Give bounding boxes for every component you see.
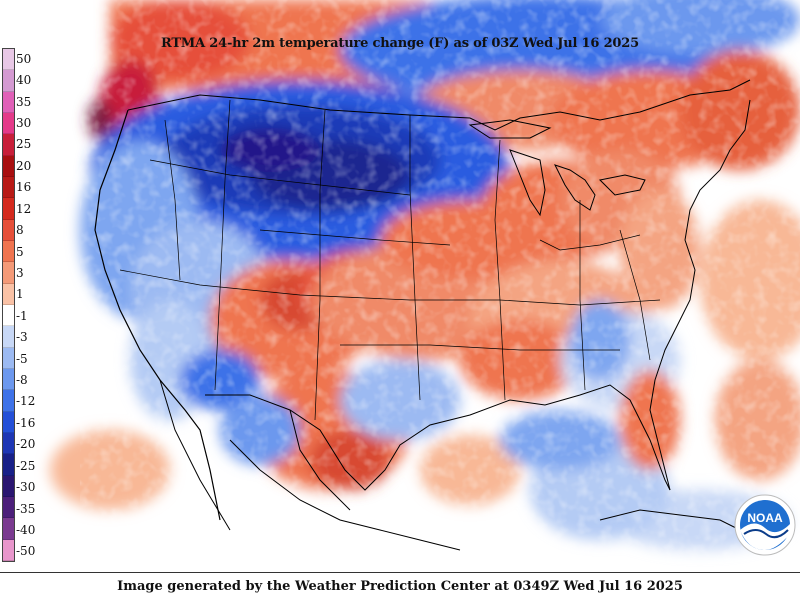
legend-swatch bbox=[3, 411, 14, 433]
legend-labels: 50 40 35 30 25 20 16 12 8 5 3 1 -1 -3 -5 -8 -12 -16 -20 -25… bbox=[16, 48, 46, 562]
legend-swatch bbox=[3, 198, 14, 220]
legend-swatch bbox=[3, 219, 14, 241]
legend-swatch bbox=[3, 240, 14, 263]
legend-label: -40 bbox=[16, 522, 36, 537]
legend-swatch bbox=[3, 283, 14, 305]
state-lines bbox=[119, 99, 661, 421]
legend-label: -50 bbox=[16, 544, 36, 559]
legend-swatch bbox=[3, 539, 14, 561]
legend-label: -1 bbox=[16, 308, 28, 323]
legend-label: -30 bbox=[16, 480, 36, 495]
legend-label: 30 bbox=[16, 115, 32, 130]
legend-label: 5 bbox=[16, 244, 24, 259]
legend-label: -35 bbox=[16, 501, 36, 516]
legend-swatch bbox=[3, 390, 14, 412]
legend-swatch bbox=[3, 49, 14, 71]
logo-text: NOAA bbox=[747, 511, 783, 525]
legend-swatch bbox=[3, 518, 14, 540]
legend-swatch bbox=[3, 262, 14, 284]
legend-swatch bbox=[3, 496, 14, 519]
legend-label: -3 bbox=[16, 330, 28, 345]
legend-swatch bbox=[3, 112, 14, 135]
legend-label: -8 bbox=[16, 373, 28, 388]
legend-label: -20 bbox=[16, 437, 36, 452]
legend-label: -16 bbox=[16, 415, 36, 430]
legend-label: 16 bbox=[16, 180, 32, 195]
color-legend bbox=[2, 48, 15, 562]
legend-swatch bbox=[3, 134, 14, 156]
boundaries bbox=[94, 79, 751, 551]
legend-label: 20 bbox=[16, 158, 32, 173]
legend-label: -5 bbox=[16, 351, 28, 366]
legend-swatch bbox=[3, 368, 14, 391]
legend-label: 8 bbox=[16, 223, 24, 238]
legend-swatch bbox=[3, 347, 14, 369]
legend-swatch bbox=[3, 432, 14, 455]
legend-label: 50 bbox=[16, 51, 32, 66]
legend-swatch bbox=[3, 454, 14, 476]
legend-label: 3 bbox=[16, 265, 24, 280]
legend-label: 35 bbox=[16, 94, 32, 109]
legend-swatch bbox=[3, 176, 14, 199]
legend-swatch bbox=[3, 326, 14, 348]
legend-label: 12 bbox=[16, 201, 32, 216]
legend-label: -25 bbox=[16, 458, 36, 473]
field-texture bbox=[80, 0, 800, 560]
footer-credit: Image generated by the Weather Predictio… bbox=[0, 572, 800, 601]
legend-swatch bbox=[3, 91, 14, 113]
legend-label: 25 bbox=[16, 137, 32, 152]
legend-swatch bbox=[3, 304, 14, 327]
legend-label: -12 bbox=[16, 394, 36, 409]
legend-label: 40 bbox=[16, 73, 32, 88]
noaa-logo: NOAA bbox=[734, 494, 796, 556]
legend-label: 1 bbox=[16, 287, 24, 302]
legend-swatch bbox=[3, 475, 14, 497]
map-title: RTMA 24-hr 2m temperature change (F) as … bbox=[161, 36, 639, 51]
legend-swatch bbox=[3, 70, 14, 92]
legend-swatch bbox=[3, 155, 14, 177]
